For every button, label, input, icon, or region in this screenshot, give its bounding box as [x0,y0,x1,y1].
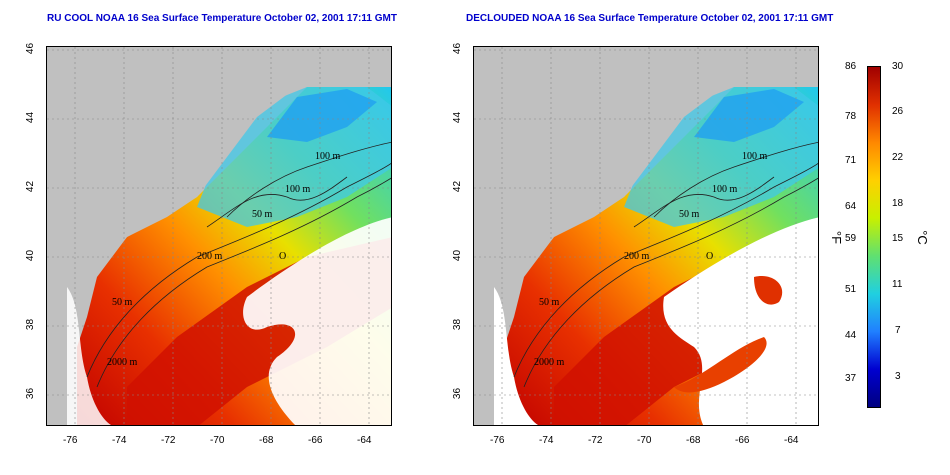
bathymetry-contours [513,142,818,388]
fahrenheit-unit-label: °F [829,230,845,245]
lon-tick-left: -70 [210,435,225,446]
colorbar-tick-c: 7 [895,325,901,336]
lat-tick-left: 44 [25,111,37,124]
colorbar-tick-f: 86 [845,61,857,72]
masked-shelf-region [494,287,539,425]
title-right: DECLOUDED NOAA 16 Sea Surface Temperatur… [466,13,834,24]
contour-label-2000m: 2000 m [107,357,138,368]
contour-label-2000m: 2000 m [534,357,565,368]
station-marker: O [279,251,286,262]
lat-tick-left: 38 [25,318,37,331]
lon-tick-right: -72 [588,435,603,446]
sst-map-raw: 100 m 100 m 50 m 200 m 50 m 2000 m O [46,46,392,426]
colorbar-tick-c: 3 [895,371,901,382]
colorbar-tick-c: 22 [892,152,904,163]
colorbar-tick-f: 64 [845,201,857,212]
station-marker: O [706,251,713,262]
lon-tick-right: -66 [735,435,750,446]
warm-filament-patch [674,337,767,393]
cloud-cover [243,217,391,425]
warm-eddy-patch [754,276,783,305]
lat-tick-right: 46 [452,42,464,55]
gulf-of-maine-coldest [267,89,377,142]
map-graticule [47,47,391,425]
colorbar-tick-c: 15 [892,233,904,244]
lon-tick-right: -70 [637,435,652,446]
lon-tick-right: -68 [686,435,701,446]
bathymetry-contours [86,142,391,388]
lon-tick-left: -74 [112,435,127,446]
colorbar-tick-c: 18 [892,198,904,209]
lat-tick-left: 40 [25,249,37,262]
sst-field-raw: 100 m 100 m 50 m 200 m 50 m 2000 m O [47,47,391,425]
land-mass [47,47,391,425]
lon-tick-right: -74 [539,435,554,446]
colorbar-tick-f: 71 [845,155,857,166]
lat-tick-left: 36 [25,387,37,400]
colorbar-tick-f: 78 [845,111,857,122]
lat-tick-left: 42 [25,180,37,193]
gulf-of-maine-coldest [694,89,804,142]
lat-tick-left: 46 [25,42,37,55]
sst-map-declouded: 100 m 100 m 50 m 200 m 50 m 2000 m O [473,46,819,426]
map-graticule [474,47,818,425]
lon-tick-left: -64 [357,435,372,446]
contour-label-50m-b: 50 m [112,297,133,308]
lat-tick-right: 44 [452,111,464,124]
lon-tick-left: -76 [63,435,78,446]
contour-label-100m-b: 100 m [712,184,738,195]
colorbar-tick-c: 11 [892,279,903,290]
colorbar-tick-c: 26 [892,106,904,117]
colorbar-tick-f: 59 [845,233,857,244]
sst-field-declouded: 100 m 100 m 50 m 200 m 50 m 2000 m O [474,47,818,425]
colorbar-tick-f: 51 [845,284,857,295]
contour-label-50m-a: 50 m [252,209,273,220]
contour-label-50m-b: 50 m [539,297,560,308]
lat-tick-right: 38 [452,318,464,331]
lon-tick-right: -76 [490,435,505,446]
colorbar-tick-f: 37 [845,373,857,384]
masked-cloud-region [663,217,818,425]
celsius-unit-label: °C [914,230,930,245]
lon-tick-left: -66 [308,435,323,446]
contour-label-200m: 200 m [197,251,223,262]
temperature-colorbar [867,66,881,408]
contour-label-50m-a: 50 m [679,209,700,220]
contour-label-100m-a: 100 m [315,151,341,162]
lon-tick-right: -64 [784,435,799,446]
lon-tick-left: -68 [259,435,274,446]
land-mass [474,47,818,425]
lat-tick-right: 36 [452,387,464,400]
colorbar-tick-f: 44 [845,330,857,341]
cloud-cover-shelf [67,287,112,425]
title-left: RU COOL NOAA 16 Sea Surface Temperature … [47,13,397,24]
contour-label-200m: 200 m [624,251,650,262]
lon-tick-left: -72 [161,435,176,446]
lat-tick-right: 40 [452,249,464,262]
lat-tick-right: 42 [452,180,464,193]
colorbar-tick-c: 30 [892,61,904,72]
contour-label-100m-a: 100 m [742,151,768,162]
contour-label-100m-b: 100 m [285,184,311,195]
